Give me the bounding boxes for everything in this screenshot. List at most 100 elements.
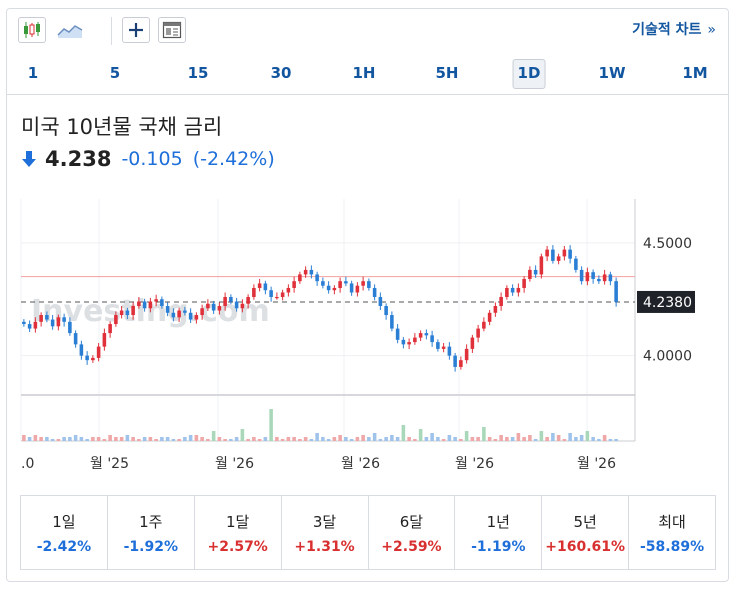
candle-body [280, 292, 285, 297]
performance-period: 1주 [139, 513, 163, 531]
last-price: 4.238 [45, 147, 112, 171]
candle-body [125, 310, 130, 316]
candle [62, 313, 66, 327]
volume-bar [597, 439, 601, 441]
chart-settings-button[interactable] [158, 17, 186, 43]
volume-bar [160, 437, 164, 441]
range-tab-1m[interactable]: 1M [682, 64, 708, 82]
range-tab-30[interactable]: 30 [270, 64, 292, 82]
candle [413, 333, 417, 345]
volume-bar [539, 431, 544, 441]
candle-body [142, 301, 147, 309]
range-tab-1[interactable]: 1 [27, 64, 39, 82]
candle [154, 294, 158, 307]
candle [240, 299, 245, 313]
volume-bar [585, 431, 590, 441]
technical-chart-link[interactable]: 기술적 차트 » [632, 19, 716, 39]
candle [73, 330, 78, 348]
candle [303, 266, 308, 278]
volume-bar [280, 439, 285, 441]
candle [171, 308, 176, 322]
x-tick-label: 월 '25 [90, 456, 129, 472]
volume-bar [211, 431, 216, 441]
volume-bar [206, 439, 210, 441]
candle-body [91, 357, 95, 361]
range-tab-1w[interactable]: 1W [598, 64, 626, 82]
candle-body [591, 272, 595, 279]
volume-bar [27, 437, 32, 441]
volume-bar [574, 437, 578, 441]
candle [102, 328, 107, 351]
candle [79, 340, 84, 360]
candle-body [183, 310, 187, 313]
performance-cell: 1년 -1.19% [455, 496, 543, 569]
volume-bar [602, 435, 607, 441]
volume-bar [246, 439, 250, 441]
candle-body [165, 306, 170, 313]
performance-period: 1달 [226, 513, 250, 531]
candle [533, 265, 538, 278]
candle-body [608, 274, 613, 282]
candle [602, 269, 607, 285]
candle-body [171, 312, 176, 318]
candle [499, 292, 503, 311]
candle [585, 267, 590, 286]
candlestick-chart-button[interactable] [18, 17, 46, 43]
volume-bar [430, 433, 434, 441]
candle [223, 292, 227, 311]
candle-body [108, 324, 112, 334]
range-tab-5h[interactable]: 5H [435, 64, 459, 82]
candle-body [309, 269, 314, 275]
candle-body [372, 287, 377, 297]
area-chart-button[interactable] [56, 17, 84, 43]
candle-body [413, 337, 417, 343]
candle [125, 307, 130, 320]
candle [50, 315, 55, 330]
candle-body [315, 274, 319, 282]
volume-bar [464, 431, 469, 441]
last-price-tag-label: 4.2380 [643, 295, 692, 311]
instrument-title: 미국 10년물 국채 금리 [21, 115, 223, 139]
range-tab-5[interactable]: 5 [109, 64, 121, 82]
candle-body [522, 278, 526, 288]
candle-body [194, 315, 199, 320]
candle [539, 253, 544, 279]
candle [528, 266, 532, 282]
performance-value: +160.61% [545, 539, 626, 555]
chart-widget: 기술적 차트» 1 5 15 30 1H 5H 1D 1W 1M 미국 10년물 국채 금리 4… [6, 8, 729, 582]
candle-body [516, 287, 521, 293]
candle-body [263, 283, 268, 291]
volume-bar [142, 437, 147, 441]
volume-bar [556, 435, 561, 441]
performance-period: 1일 [52, 513, 76, 531]
last-price-tag-bg [637, 290, 695, 313]
volume-bar [223, 439, 227, 441]
candle-body [102, 333, 107, 347]
candle-body [551, 249, 555, 261]
candle-body [499, 296, 503, 307]
candle [430, 330, 434, 347]
candle-body [367, 281, 371, 288]
volume-bar [516, 433, 521, 441]
candle-body [229, 296, 233, 302]
volume-bar [171, 439, 176, 441]
candle [22, 319, 26, 327]
candle-body [447, 346, 452, 356]
volume-bar [614, 439, 618, 441]
candle [344, 276, 348, 287]
range-tab-1h[interactable]: 1H [352, 64, 376, 82]
volume-bar [493, 439, 498, 441]
add-indicator-button[interactable] [122, 17, 150, 43]
candle [194, 312, 199, 324]
time-range-tabs: 1 5 15 30 1H 5H 1D 1W 1M [7, 59, 728, 89]
candle [321, 277, 325, 289]
candle [200, 304, 204, 320]
candle-body [585, 272, 590, 282]
candle-body [22, 321, 26, 325]
volume-bar [62, 437, 66, 441]
range-tab-15[interactable]: 15 [187, 64, 209, 82]
candle [493, 302, 498, 317]
range-tab-1d[interactable]: 1D [512, 59, 546, 89]
candle-body [464, 348, 469, 361]
